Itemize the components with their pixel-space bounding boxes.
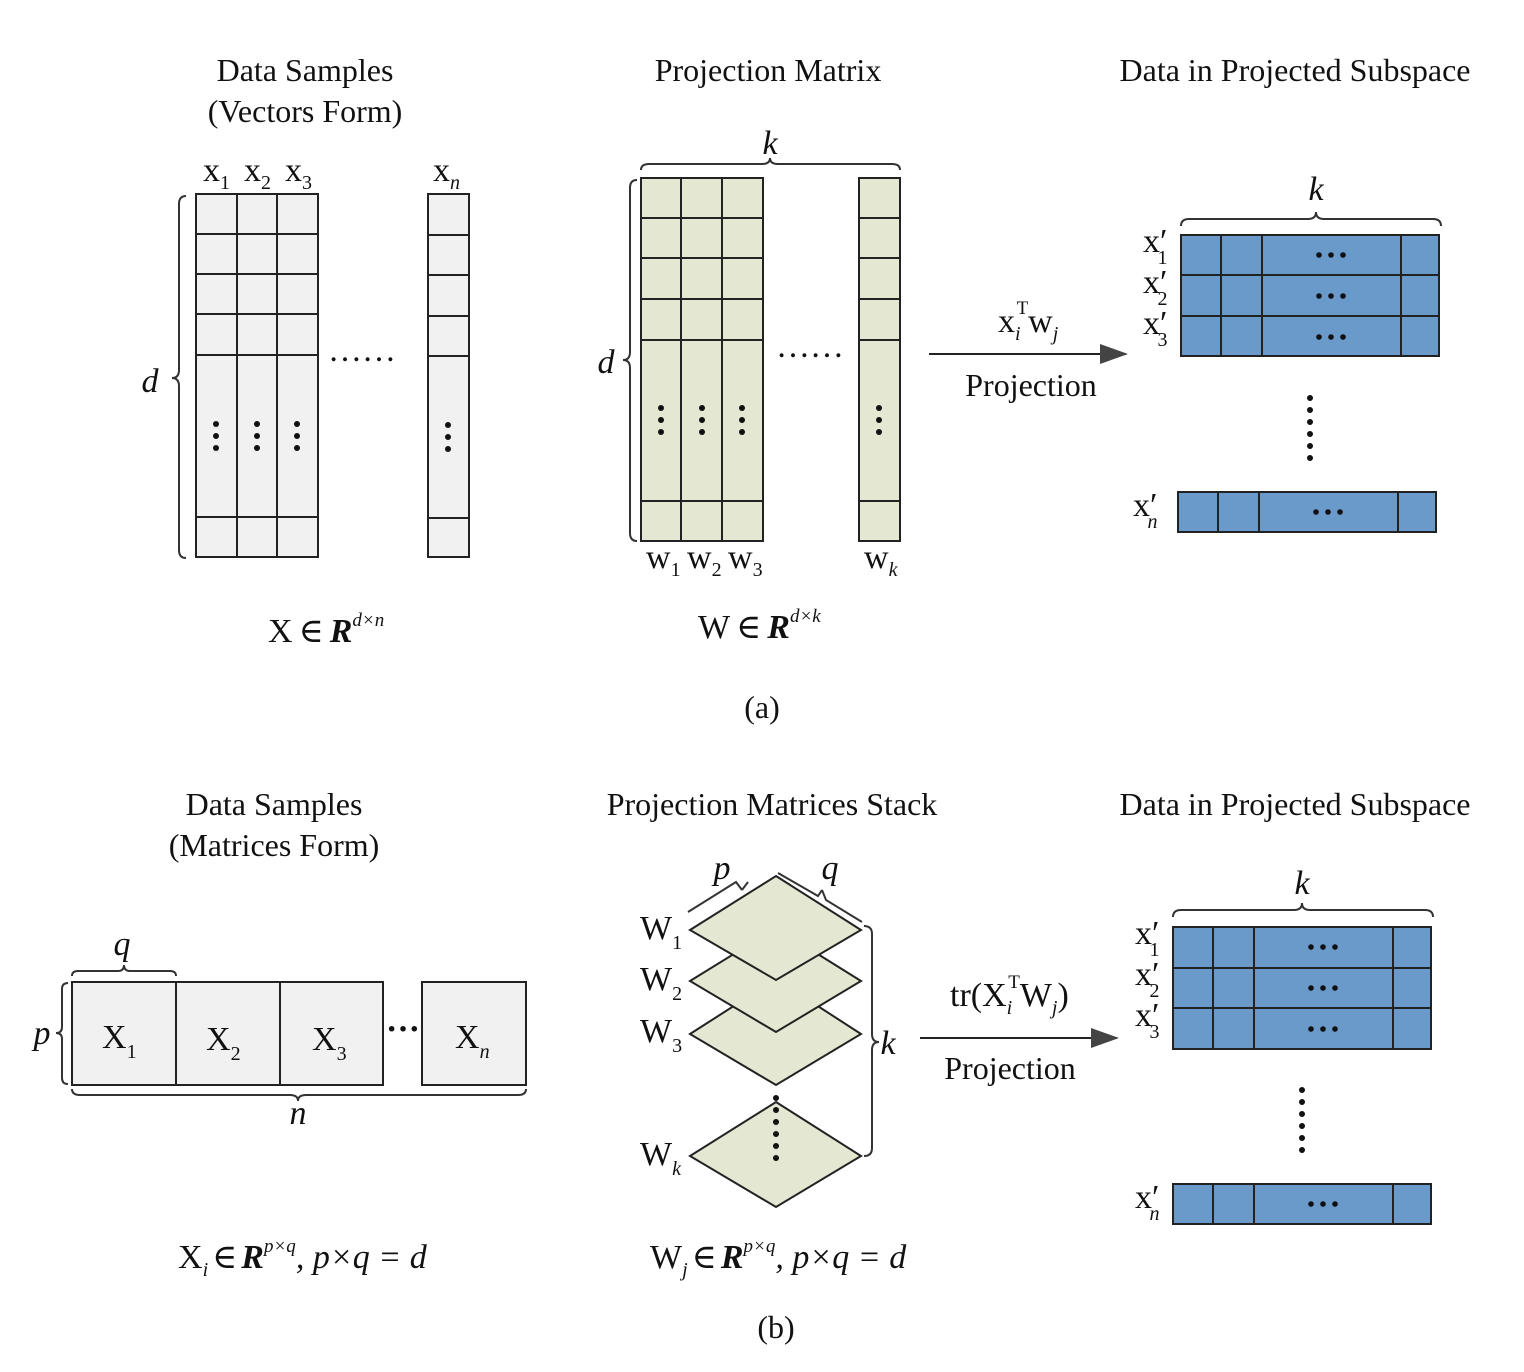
a-output-k-label: k xyxy=(1308,171,1324,208)
b-xnprime-label: x′n xyxy=(1135,1179,1159,1225)
panel-b: Data Samples (Matrices Form) Projection … xyxy=(32,786,1471,1345)
a-x-d-brace xyxy=(171,195,187,559)
a-x1-label: x1 xyxy=(203,152,230,194)
b-x3prime-label: x′3 xyxy=(1135,997,1159,1043)
b-diamond-wk xyxy=(688,1100,863,1209)
a-x-horizontal-ellipsis: …… xyxy=(328,332,396,369)
b-X3-label: X3 xyxy=(312,1021,347,1065)
b-W3-label: W3 xyxy=(640,1013,682,1057)
b-W2-label: W2 xyxy=(640,961,682,1005)
a-output-matrix xyxy=(1177,234,1440,533)
b-x2prime-label: x′2 xyxy=(1135,956,1159,1002)
a-x-formula: X ∈ Rd×n xyxy=(268,610,384,650)
a-x2prime-label: x′2 xyxy=(1143,264,1167,310)
a-w-k-brace xyxy=(640,157,901,171)
b-output-row-dots xyxy=(1308,944,1338,1207)
a-w-vertical-dots xyxy=(658,405,882,435)
b-X2-label: X2 xyxy=(206,1021,241,1065)
a-x2-label: x2 xyxy=(244,152,271,194)
b-stack-p-brace xyxy=(687,880,749,913)
a-x1prime-label: x′1 xyxy=(1143,223,1167,269)
a-w1-label: w1 xyxy=(646,539,681,581)
b-output-matrix xyxy=(1172,926,1432,1225)
b-projection-stack-title: Projection Matrices Stack xyxy=(607,786,938,822)
a-data-samples-title: Data Samples xyxy=(217,52,394,88)
panel-a: Data Samples (Vectors Form) Projection M… xyxy=(142,52,1471,725)
b-X1-label: X1 xyxy=(102,1019,137,1063)
b-arrow-projection-label: Projection xyxy=(944,1050,1076,1086)
a-vectors-form-subtitle: (Vectors Form) xyxy=(208,93,403,129)
a-output-vertical-dots xyxy=(1307,395,1313,461)
a-w3-label: w3 xyxy=(728,539,763,581)
a-arrow-formula: xiTwj xyxy=(998,298,1059,345)
a-w-horizontal-ellipsis: …… xyxy=(776,328,844,365)
b-w-formula: Wj ∈ Rp×q, p×q = d xyxy=(650,1236,907,1281)
b-data-samples-title: Data Samples xyxy=(186,786,363,822)
b-matrices-form-subtitle: (Matrices Form) xyxy=(169,827,380,863)
b-Xn-label: Xn xyxy=(455,1019,490,1063)
a-w-formula: W ∈ Rd×k xyxy=(698,606,821,646)
b-stack-vertical-dots xyxy=(773,1095,779,1161)
a-x-d-label: d xyxy=(142,363,160,400)
b-blocks-ellipsis: ··· xyxy=(386,1011,420,1048)
b-projected-subspace-title: Data in Projected Subspace xyxy=(1120,786,1471,822)
b-q-label: q xyxy=(114,926,131,963)
b-q-brace xyxy=(71,964,177,977)
a-arrow-projection-label: Projection xyxy=(965,367,1097,403)
a-w-k-label: k xyxy=(762,125,778,162)
b-n-label: n xyxy=(290,1095,307,1132)
a-projection-matrix xyxy=(640,177,901,542)
a-w2-label: w2 xyxy=(687,539,722,581)
a-xn-label: xn xyxy=(433,152,460,194)
b-stack-p-label: p xyxy=(712,850,731,887)
b-caption: (b) xyxy=(757,1309,794,1345)
a-output-k-brace xyxy=(1180,211,1442,227)
b-Wk-label: Wk xyxy=(640,1136,682,1180)
a-data-matrix xyxy=(195,193,470,558)
b-stack-k-brace xyxy=(863,925,880,1157)
b-projection-stack xyxy=(688,874,863,1209)
b-p-brace xyxy=(55,982,69,1085)
b-stack-q-label: q xyxy=(822,850,839,887)
b-p-label: p xyxy=(32,1015,51,1052)
b-data-blocks xyxy=(71,981,527,1086)
a-x3-label: x3 xyxy=(285,152,312,194)
b-diamond-w1 xyxy=(688,874,863,982)
a-wk-label: wk xyxy=(864,539,899,581)
a-projected-subspace-title: Data in Projected Subspace xyxy=(1120,52,1471,88)
a-output-row-dots xyxy=(1313,252,1346,515)
b-output-k-brace xyxy=(1172,902,1434,918)
b-x1prime-label: x′1 xyxy=(1135,915,1159,961)
a-xnprime-label: x′n xyxy=(1133,487,1157,533)
b-output-vertical-dots xyxy=(1299,1087,1305,1153)
b-stack-k-label: k xyxy=(880,1025,896,1062)
a-x-vertical-dots xyxy=(213,421,451,452)
a-projection-matrix-title: Projection Matrix xyxy=(655,52,882,88)
b-output-k-label: k xyxy=(1294,865,1310,902)
b-W1-label: W1 xyxy=(640,910,682,954)
a-w-d-brace xyxy=(622,179,638,542)
a-w-d-label: d xyxy=(598,344,616,381)
b-arrow-formula: tr(XiTWj) xyxy=(950,972,1069,1019)
b-stack-q-brace xyxy=(777,872,863,923)
a-caption: (a) xyxy=(744,689,780,725)
a-x3prime-label: x′3 xyxy=(1143,305,1167,351)
b-n-brace xyxy=(71,1088,527,1102)
b-x-formula: Xi ∈ Rp×q, p×q = d xyxy=(178,1236,428,1281)
